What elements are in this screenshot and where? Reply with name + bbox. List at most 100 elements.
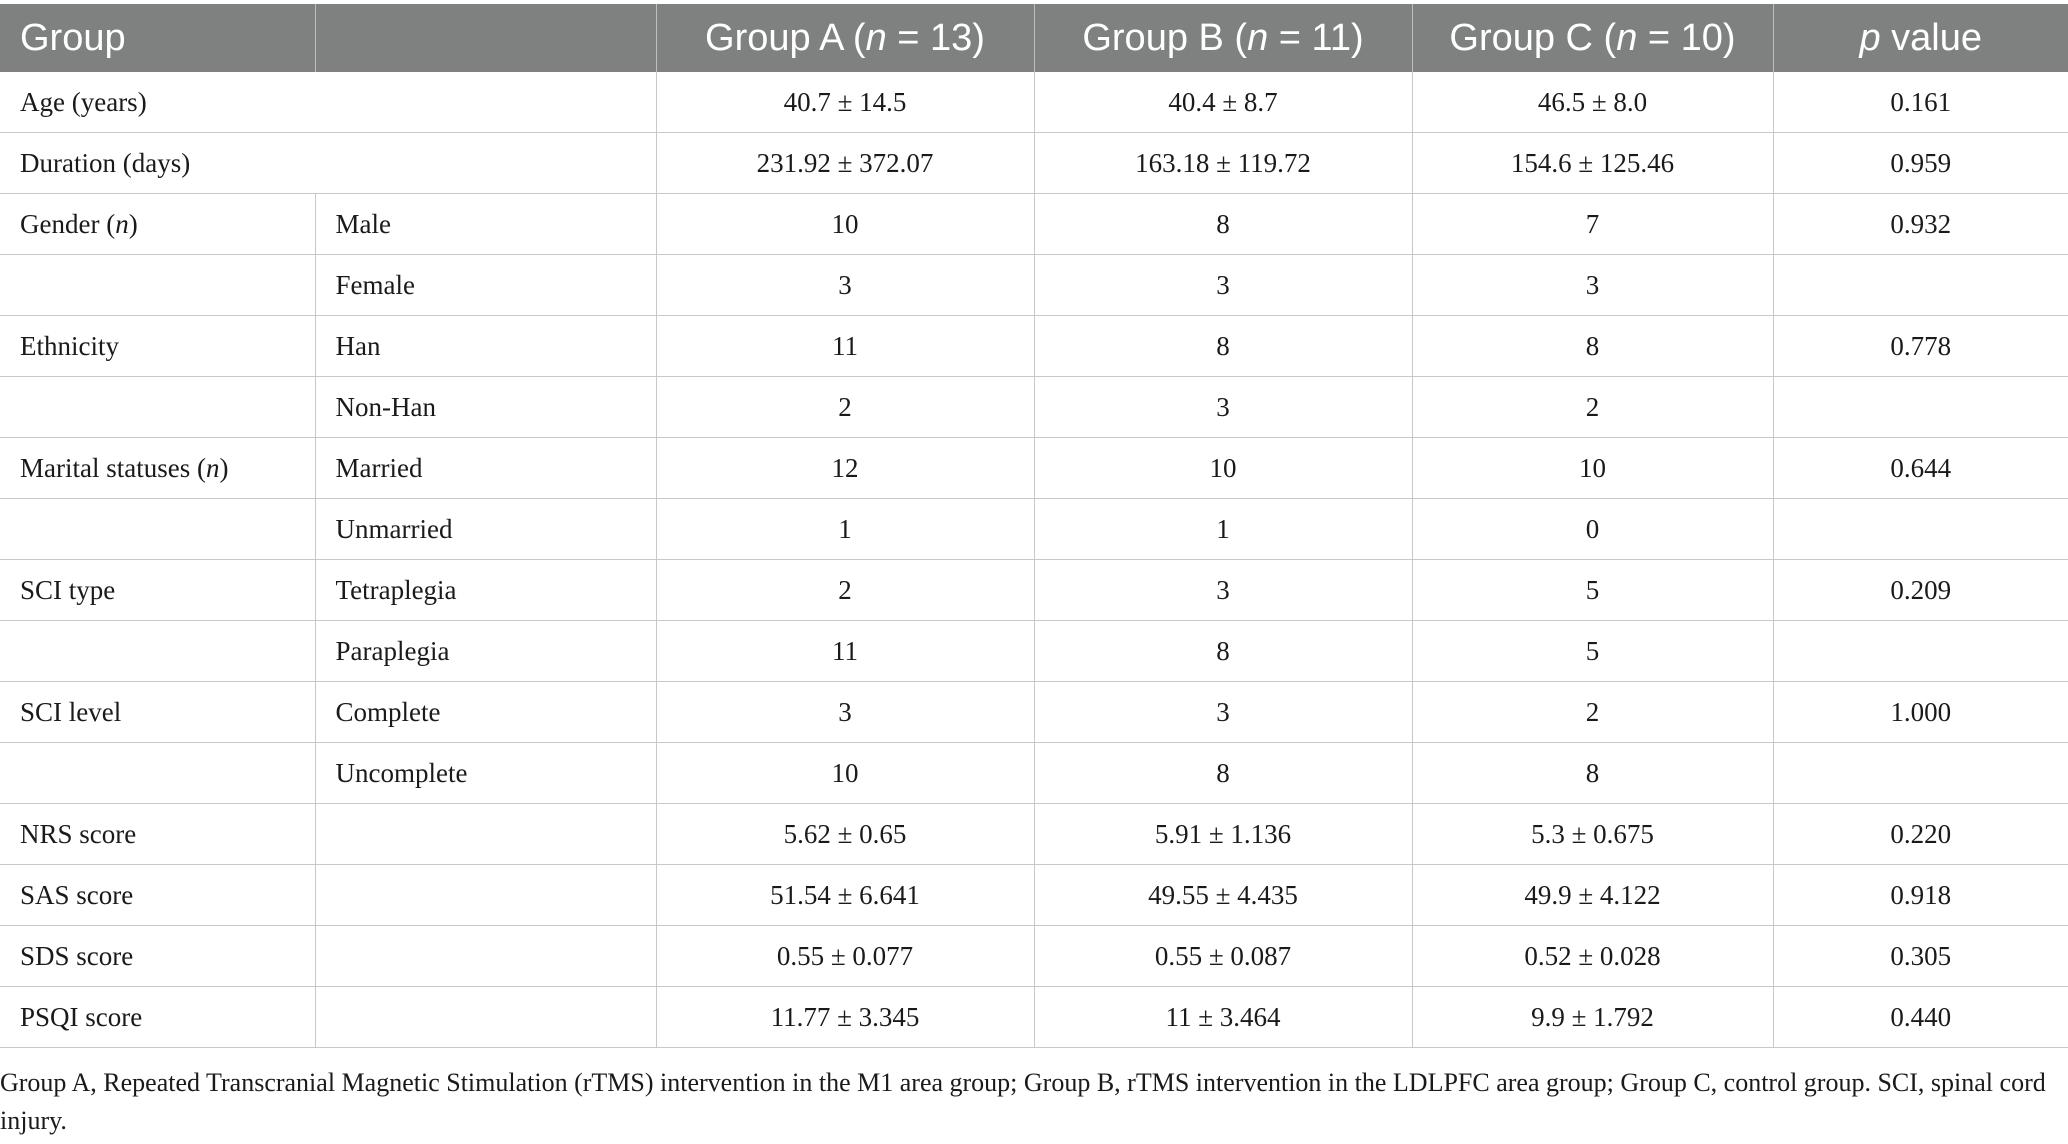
row-sublabel: Uncomplete (315, 742, 657, 804)
row-sublabel: Complete (315, 681, 657, 743)
cell-group-a: 11.77 ± 3.345 (656, 986, 1035, 1048)
header-group-a: Group A (n = 13) (656, 4, 1035, 72)
row-label (0, 376, 316, 438)
cell-group-c: 10 (1412, 437, 1774, 499)
row-label: Marital statuses (n) (0, 437, 316, 499)
table-footnote: Group A, Repeated Transcranial Magnetic … (0, 1068, 2046, 1135)
row-sublabel: Unmarried (315, 498, 657, 560)
cell-group-b: 49.55 ± 4.435 (1034, 864, 1413, 926)
header-group-c-prefix: Group C ( (1449, 16, 1617, 59)
table-row: Duration (days) 231.92 ± 372.07 163.18 ±… (0, 132, 2068, 194)
row-label: NRS score (0, 803, 316, 865)
cell-group-b: 3 (1034, 254, 1413, 316)
row-sublabel (315, 803, 657, 865)
cell-group-b: 5.91 ± 1.136 (1034, 803, 1413, 865)
cell-group-c: 2 (1412, 681, 1774, 743)
header-group: Group (0, 4, 316, 72)
cell-group-b: 3 (1034, 681, 1413, 743)
cell-p-value: 0.220 (1773, 803, 2068, 865)
cell-p-value: 0.209 (1773, 559, 2068, 621)
cell-p-value: 1.000 (1773, 681, 2068, 743)
cell-p-value (1773, 498, 2068, 560)
cell-group-b: 11 ± 3.464 (1034, 986, 1413, 1048)
row-label: SAS score (0, 864, 316, 926)
cell-group-b: 0.55 ± 0.087 (1034, 925, 1413, 987)
cell-group-a: 0.55 ± 0.077 (656, 925, 1035, 987)
row-label-prefix: Marital statuses ( (20, 452, 206, 483)
row-label: Gender (n) (0, 193, 316, 255)
row-label (0, 254, 316, 316)
header-group-c-n: n (1616, 16, 1638, 59)
row-sublabel: Married (315, 437, 657, 499)
cell-group-a: 231.92 ± 372.07 (656, 132, 1035, 194)
row-sublabel: Tetraplegia (315, 559, 657, 621)
row-label-italic: n (205, 452, 220, 483)
cell-p-value: 0.959 (1773, 132, 2068, 194)
cell-group-c: 3 (1412, 254, 1774, 316)
row-label: Ethnicity (0, 315, 316, 377)
row-sublabel: Han (315, 315, 657, 377)
table-row: PSQI score 11.77 ± 3.345 11 ± 3.464 9.9 … (0, 986, 2068, 1048)
cell-p-value: 0.932 (1773, 193, 2068, 255)
header-group-b-prefix: Group B ( (1082, 16, 1248, 59)
cell-group-c: 154.6 ± 125.46 (1412, 132, 1774, 194)
cell-group-c: 2 (1412, 376, 1774, 438)
cell-p-value: 0.305 (1773, 925, 2068, 987)
row-label-prefix: Gender ( (20, 208, 116, 239)
cell-group-a: 2 (656, 376, 1035, 438)
header-group-a-n: n (865, 16, 887, 59)
row-label: Age (years) (0, 72, 657, 133)
row-label (0, 498, 316, 560)
cell-group-c: 9.9 ± 1.792 (1412, 986, 1774, 1048)
header-p-value: p value (1773, 4, 2068, 72)
cell-group-a: 1 (656, 498, 1035, 560)
row-sublabel (315, 925, 657, 987)
cell-group-c: 0 (1412, 498, 1774, 560)
row-label-suffix: ) (128, 208, 138, 239)
table-row: SDS score 0.55 ± 0.077 0.55 ± 0.087 0.52… (0, 925, 2068, 987)
row-label-italic: n (115, 208, 129, 239)
header-p-italic: p (1859, 16, 1881, 59)
cell-group-b: 8 (1034, 742, 1413, 804)
cell-group-b: 40.4 ± 8.7 (1034, 72, 1413, 133)
table-row: Marital statuses (n) Married 12 10 10 0.… (0, 437, 2068, 499)
cell-group-b: 8 (1034, 620, 1413, 682)
header-p-suffix: value (1880, 16, 1983, 59)
cell-p-value (1773, 620, 2068, 682)
cell-group-a: 40.7 ± 14.5 (656, 72, 1035, 133)
table-row: Gender (n) Male 10 8 7 0.932 (0, 193, 2068, 255)
cell-group-c: 0.52 ± 0.028 (1412, 925, 1774, 987)
cell-group-c: 8 (1412, 315, 1774, 377)
header-group-a-suffix: = 13) (886, 16, 985, 59)
cell-group-c: 5 (1412, 559, 1774, 621)
cell-group-a: 10 (656, 742, 1035, 804)
table-row: Female 3 3 3 (0, 254, 2068, 316)
cell-group-c: 49.9 ± 4.122 (1412, 864, 1774, 926)
cell-group-c: 7 (1412, 193, 1774, 255)
table-header: Group Group A (n = 13) Group B (n = 11) … (0, 4, 2068, 72)
table-row: Non-Han 2 3 2 (0, 376, 2068, 438)
row-label: SCI level (0, 681, 316, 743)
row-label: SDS score (0, 925, 316, 987)
table-row: Age (years) 40.7 ± 14.5 40.4 ± 8.7 46.5 … (0, 72, 2068, 133)
cell-group-b: 8 (1034, 315, 1413, 377)
row-sublabel (315, 986, 657, 1048)
cell-group-a: 11 (656, 620, 1035, 682)
cell-group-a: 3 (656, 254, 1035, 316)
cell-group-a: 10 (656, 193, 1035, 255)
cell-group-b: 3 (1034, 559, 1413, 621)
row-sublabel: Female (315, 254, 657, 316)
table-row: Unmarried 1 1 0 (0, 498, 2068, 560)
header-row: Group Group A (n = 13) Group B (n = 11) … (0, 4, 2068, 72)
row-label-suffix: ) (219, 452, 229, 483)
header-group-b-n: n (1247, 16, 1269, 59)
cell-group-a: 11 (656, 315, 1035, 377)
table-row: Uncomplete 10 8 8 (0, 742, 2068, 804)
cell-group-a: 12 (656, 437, 1035, 499)
table-row: SCI level Complete 3 3 2 1.000 (0, 681, 2068, 743)
row-label: PSQI score (0, 986, 316, 1048)
row-sublabel: Non-Han (315, 376, 657, 438)
row-label: SCI type (0, 559, 316, 621)
cell-group-b: 1 (1034, 498, 1413, 560)
cell-group-b: 3 (1034, 376, 1413, 438)
